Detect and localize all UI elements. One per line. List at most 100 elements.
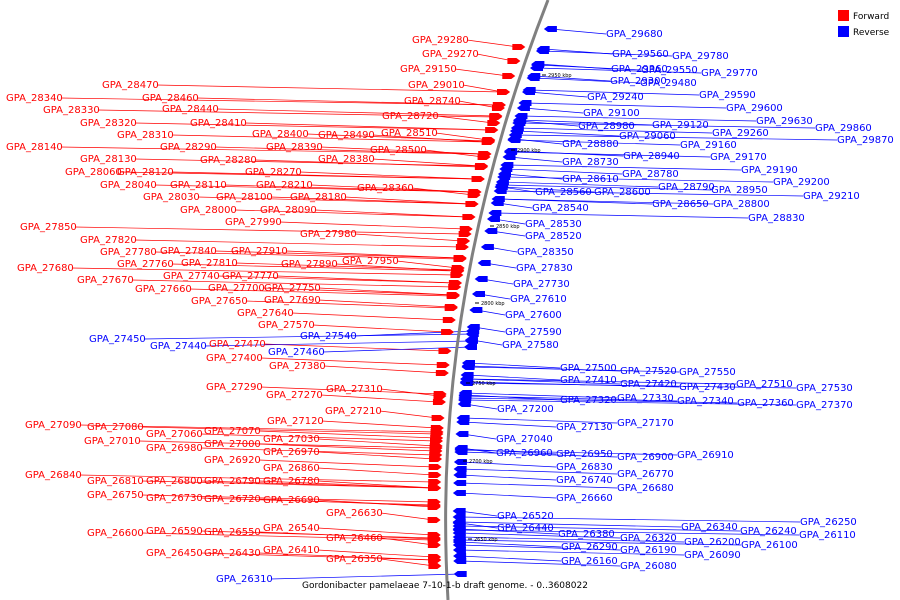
connector-gpa_27370 (465, 399, 797, 406)
gene-label-gpa_26630: GPA_26630 (326, 508, 383, 519)
connector-gpa_28800 (498, 198, 714, 205)
gene-label-gpa_26290: GPA_26290 (561, 542, 618, 553)
feature-gpa_26690 (427, 504, 441, 510)
feature-gpa_28950 (495, 182, 509, 188)
feature-gpa_26780 (428, 485, 442, 491)
gene-label-gpa_27470: GPA_27470 (209, 339, 266, 350)
gene-label-gpa_28350: GPA_28350 (517, 247, 574, 258)
gene-label-gpa_27070: GPA_27070 (204, 426, 261, 437)
feature-gpa_26740 (453, 472, 467, 478)
gene-label-gpa_27850: GPA_27850 (20, 222, 77, 233)
connector-gpa_28000 (234, 209, 469, 218)
gene-label-gpa_28380: GPA_28380 (318, 154, 375, 165)
connector-gpa_27550 (468, 366, 680, 373)
gene-label-gpa_29300: GPA_29300 (610, 76, 667, 87)
tick-label-4: 2850 kbp (496, 224, 520, 230)
gene-label-gpa_26240: GPA_26240 (740, 526, 797, 537)
gene-label-gpa_27650: GPA_27650 (191, 296, 248, 307)
connector-gpa_28830 (495, 212, 749, 219)
gene-label-gpa_28790: GPA_28790 (658, 182, 715, 193)
genome-backbone (444, 0, 550, 600)
gene-label-gpa_28800: GPA_28800 (713, 199, 770, 210)
feature-gpa_29280 (512, 44, 526, 50)
gene-label-gpa_28730: GPA_28730 (562, 157, 619, 168)
gene-label-gpa_26090: GPA_26090 (684, 550, 741, 561)
feature-gpa_28040 (468, 189, 482, 195)
gene-label-gpa_27170: GPA_27170 (617, 418, 674, 429)
gene-label-gpa_26840: GPA_26840 (25, 470, 82, 481)
connector-gpa_29870 (515, 134, 838, 141)
gene-label-gpa_28040: GPA_28040 (100, 180, 157, 191)
feature-gpa_28140 (478, 151, 492, 157)
gene-label-gpa_28540: GPA_28540 (532, 203, 589, 214)
feature-gpa_29190 (500, 162, 514, 168)
connector-gpa_26680 (460, 482, 618, 489)
gene-label-gpa_28100: GPA_28100 (216, 192, 273, 203)
gene-label-gpa_27680: GPA_27680 (17, 263, 74, 274)
feature-gpa_26830 (453, 459, 467, 465)
gene-label-gpa_26080: GPA_26080 (620, 561, 677, 572)
connector-gpa_26340 (459, 521, 682, 528)
connector-gpa_28440 (216, 108, 496, 117)
gene-label-gpa_28340: GPA_28340 (6, 93, 63, 104)
connector-gpa_27760 (171, 263, 458, 272)
gene-label-gpa_27590: GPA_27590 (505, 327, 562, 338)
feature-gpa_29150 (502, 73, 516, 79)
gene-label-gpa_27990: GPA_27990 (225, 217, 282, 228)
connector-gpa_26770 (460, 468, 618, 475)
gene-label-gpa_28460: GPA_28460 (142, 93, 199, 104)
feature-gpa_27290 (433, 391, 447, 397)
connector-gpa_27990 (279, 221, 466, 230)
feature-gpa_28130 (475, 163, 489, 169)
gene-label-gpa_28390: GPA_28390 (266, 142, 323, 153)
gene-label-gpa_28180: GPA_28180 (290, 192, 347, 203)
connector-gpa_26160 (460, 555, 562, 562)
connector-gpa_27650 (245, 300, 451, 309)
connector-gpa_29480 (533, 77, 641, 84)
connector-gpa_26250 (459, 516, 801, 523)
feature-gpa_27680 (450, 272, 464, 278)
feature-gpa_26630 (427, 517, 441, 523)
connector-gpa_27090 (79, 424, 437, 433)
connector-gpa_26690 (317, 499, 434, 508)
feature-gpa_28830 (488, 210, 502, 216)
connector-gpa_27420 (467, 378, 621, 385)
connector-gpa_29100 (523, 107, 584, 114)
gene-label-gpa_27530: GPA_27530 (796, 383, 853, 394)
gene-label-gpa_28060: GPA_28060 (65, 167, 122, 178)
gene-label-gpa_27510: GPA_27510 (736, 379, 793, 390)
gene-label-gpa_26410: GPA_26410 (263, 545, 320, 556)
connector-gpa_29200 (504, 176, 774, 183)
connector-gpa_27290 (260, 386, 440, 395)
feature-gpa_29480 (526, 75, 540, 81)
connector-gpa_28030 (197, 196, 472, 205)
feature-gpa_26920 (428, 464, 442, 470)
feature-gpa_28530 (486, 216, 500, 222)
connector-gpa_27120 (321, 420, 437, 429)
feature-gpa_26910 (454, 447, 468, 453)
connector-gpa_27660 (189, 288, 453, 297)
connector-gpa_26080 (460, 560, 621, 567)
gene-label-gpa_26110: GPA_26110 (799, 530, 856, 541)
legend-reverse-label: Reverse (853, 28, 890, 38)
legend: Forward Reverse (838, 10, 890, 38)
feature-gpa_28000 (462, 214, 476, 220)
tick-label-2: 2750 kbp (472, 381, 496, 387)
connector-gpa_27210 (379, 410, 438, 419)
feature-gpa_27400 (436, 362, 450, 368)
connector-gpa_28600 (501, 186, 595, 193)
connector-gpa_27000 (258, 443, 436, 452)
connector-gpa_28790 (502, 181, 659, 188)
connector-gpa_27270 (320, 394, 439, 403)
feature-gpa_29600 (518, 100, 532, 106)
feature-gpa_29210 (493, 188, 507, 194)
connector-gpa_27690 (318, 299, 451, 308)
gene-label-gpa_27830: GPA_27830 (516, 263, 573, 274)
map-caption: Gordonibacter pamelaeae 7-10-1-b draft g… (302, 581, 588, 591)
connector-gpa_28730 (509, 156, 563, 163)
feature-gpa_26250 (452, 514, 466, 520)
connector-gpa_27980 (354, 233, 464, 242)
connector-gpa_28060 (119, 171, 478, 180)
gene-label-gpa_27040: GPA_27040 (496, 434, 553, 445)
gene-label-gpa_27660: GPA_27660 (135, 284, 192, 295)
